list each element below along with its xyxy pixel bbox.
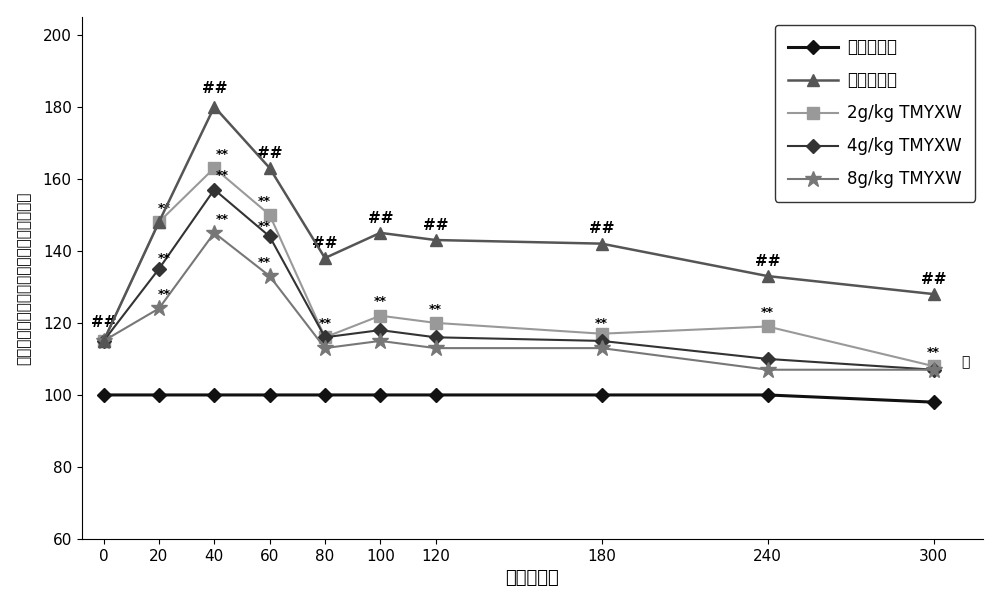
Text: **: ** <box>158 202 171 215</box>
缺氧损伤组 <box>374 229 386 236</box>
缺氧损伤组 <box>153 219 165 226</box>
Line: 空白对照组: 空白对照组 <box>99 390 938 407</box>
Text: **: ** <box>374 295 387 309</box>
2g/kg TMYXW <box>762 323 774 330</box>
4g/kg TMYXW <box>928 366 940 373</box>
缺氧损伤组 <box>98 337 110 344</box>
Y-axis label: 荧光浓度（相对于对照荧光浓度的百分比）: 荧光浓度（相对于对照荧光浓度的百分比） <box>17 191 32 365</box>
Text: ##: ## <box>755 254 780 269</box>
空白对照组 <box>264 391 276 399</box>
Line: 4g/kg TMYXW: 4g/kg TMYXW <box>99 185 938 374</box>
Line: 8g/kg TMYXW: 8g/kg TMYXW <box>95 225 942 378</box>
8g/kg TMYXW <box>928 366 940 373</box>
缺氧损伤组 <box>264 164 276 172</box>
4g/kg TMYXW <box>208 186 220 193</box>
8g/kg TMYXW <box>208 229 220 236</box>
8g/kg TMYXW <box>264 272 276 280</box>
4g/kg TMYXW <box>153 265 165 272</box>
Text: **: ** <box>158 288 171 301</box>
Text: **: ** <box>258 220 271 233</box>
Text: ##: ## <box>257 146 282 161</box>
2g/kg TMYXW <box>928 362 940 370</box>
缺氧损伤组 <box>596 240 608 247</box>
4g/kg TMYXW <box>596 337 608 344</box>
8g/kg TMYXW <box>762 366 774 373</box>
Text: **: ** <box>318 317 331 330</box>
2g/kg TMYXW <box>596 330 608 337</box>
空白对照组 <box>928 399 940 406</box>
2g/kg TMYXW <box>430 320 442 327</box>
缺氧损伤组 <box>928 291 940 298</box>
4g/kg TMYXW <box>319 333 331 341</box>
Text: ##: ## <box>202 81 227 96</box>
8g/kg TMYXW <box>596 344 608 352</box>
Text: **: ** <box>258 194 271 208</box>
Text: **: ** <box>216 169 229 182</box>
2g/kg TMYXW <box>208 164 220 172</box>
空白对照组 <box>153 391 165 399</box>
Text: **: ** <box>158 252 171 265</box>
Text: **: ** <box>595 317 608 330</box>
8g/kg TMYXW <box>153 305 165 312</box>
Text: **: ** <box>927 346 940 359</box>
缺氧损伤组 <box>430 236 442 243</box>
Text: **: ** <box>761 306 774 320</box>
4g/kg TMYXW <box>374 327 386 334</box>
Line: 2g/kg TMYXW: 2g/kg TMYXW <box>98 162 939 371</box>
空白对照组 <box>98 391 110 399</box>
Text: **: ** <box>258 256 271 269</box>
Text: ##: ## <box>91 315 116 330</box>
4g/kg TMYXW <box>762 355 774 362</box>
2g/kg TMYXW <box>98 337 110 344</box>
2g/kg TMYXW <box>319 333 331 341</box>
Text: ##: ## <box>589 222 614 236</box>
空白对照组 <box>762 391 774 399</box>
4g/kg TMYXW <box>264 233 276 240</box>
X-axis label: 时间（秒）: 时间（秒） <box>506 570 559 587</box>
Text: ##: ## <box>423 218 448 233</box>
Text: ##: ## <box>312 236 338 251</box>
Text: **: ** <box>216 213 229 226</box>
2g/kg TMYXW <box>374 312 386 320</box>
8g/kg TMYXW <box>430 344 442 352</box>
空白对照组 <box>596 391 608 399</box>
空白对照组 <box>319 391 331 399</box>
Text: ##: ## <box>921 272 946 287</box>
8g/kg TMYXW <box>319 344 331 352</box>
Text: **: ** <box>429 303 442 316</box>
4g/kg TMYXW <box>98 337 110 344</box>
2g/kg TMYXW <box>264 211 276 219</box>
缺氧损伤组 <box>208 103 220 111</box>
空白对照组 <box>430 391 442 399</box>
Text: 簇: 簇 <box>961 356 970 370</box>
Text: **: ** <box>216 148 229 161</box>
空白对照组 <box>374 391 386 399</box>
8g/kg TMYXW <box>374 337 386 344</box>
缺氧损伤组 <box>319 254 331 262</box>
8g/kg TMYXW <box>98 337 110 344</box>
缺氧损伤组 <box>762 272 774 280</box>
Line: 缺氧损伤组: 缺氧损伤组 <box>97 100 940 347</box>
空白对照组 <box>208 391 220 399</box>
Legend: 空白对照组, 缺氧损伤组, 2g/kg TMYXW, 4g/kg TMYXW, 8g/kg TMYXW: 空白对照组, 缺氧损伤组, 2g/kg TMYXW, 4g/kg TMYXW, … <box>775 25 975 202</box>
4g/kg TMYXW <box>430 333 442 341</box>
2g/kg TMYXW <box>153 219 165 226</box>
Text: ##: ## <box>368 211 393 226</box>
